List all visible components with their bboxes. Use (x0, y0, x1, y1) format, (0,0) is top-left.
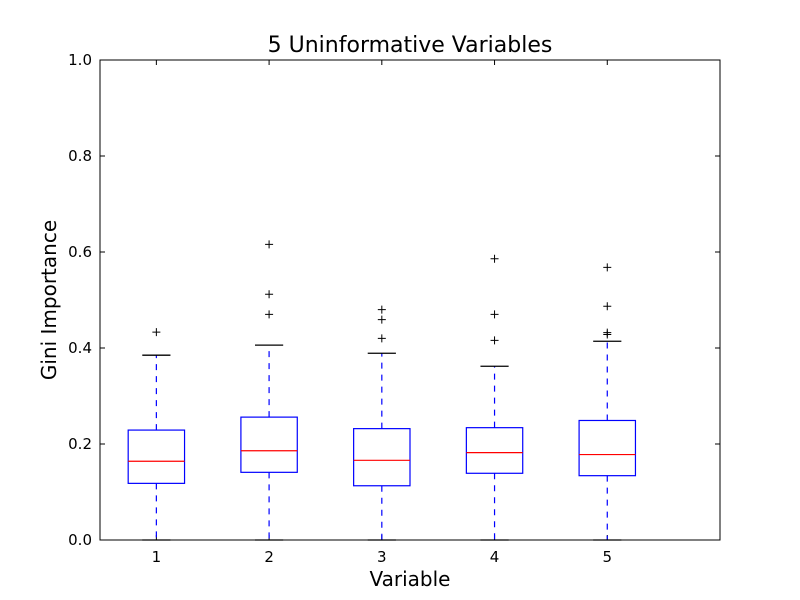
box (240, 416, 298, 473)
outlier-point (265, 240, 274, 249)
outlier-point (265, 310, 274, 319)
outlier-point (152, 328, 161, 337)
x-tick-label: 4 (490, 548, 500, 566)
outlier-point (490, 254, 499, 263)
outlier-point (377, 334, 386, 343)
plot-frame (99, 59, 721, 541)
outlier-point (377, 315, 386, 324)
box (578, 419, 637, 477)
outlier-point (377, 305, 386, 314)
y-tick-label: 0.4 (68, 339, 92, 357)
box (127, 429, 186, 484)
x-axis-label: Variable (370, 567, 451, 591)
x-tick-label: 1 (152, 548, 162, 566)
x-tick-label: 2 (264, 548, 274, 566)
x-tick-label: 5 (602, 548, 612, 566)
outlier-point (490, 336, 499, 345)
outlier-point (603, 263, 612, 272)
y-tick-label: 0.6 (68, 243, 92, 261)
x-tick-label: 3 (377, 548, 387, 566)
box (353, 428, 411, 487)
y-tick-label: 0.0 (68, 531, 92, 549)
y-tick-label: 1.0 (68, 51, 92, 69)
outlier-point (603, 328, 612, 337)
y-axis-label: Gini Importance (37, 220, 61, 380)
chart-marks: 0.0 0.2 0.4 0.6 0.8 1.0 1 2 3 4 5 (68, 51, 720, 566)
y-tick-label: 0.2 (68, 435, 92, 453)
outlier-point (490, 310, 499, 319)
outlier-point (603, 302, 612, 311)
box (465, 427, 524, 474)
y-tick-label: 0.8 (68, 147, 92, 165)
outlier-point (265, 290, 274, 299)
chart-title: 5 Uninformative Variables (268, 33, 553, 58)
